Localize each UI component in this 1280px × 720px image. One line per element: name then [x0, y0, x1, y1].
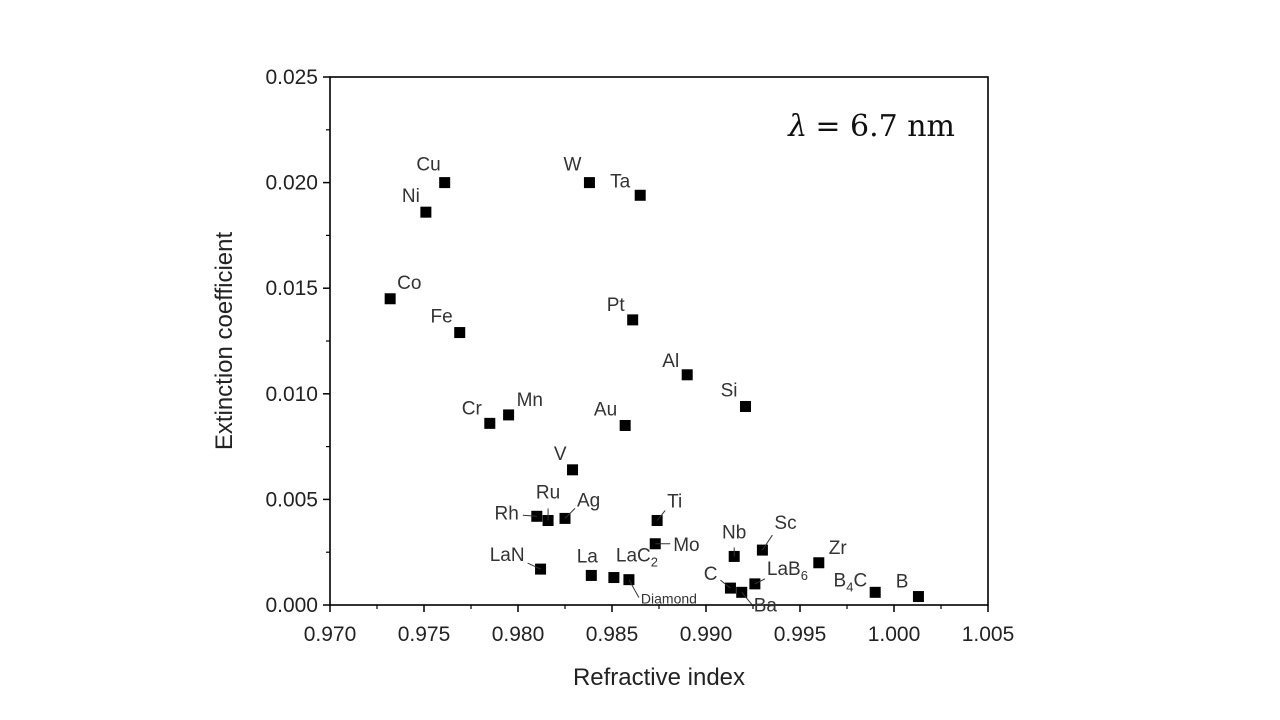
leader-line-sc [761, 534, 773, 551]
point-label-diamond: Diamond [641, 591, 697, 607]
point-label-v: V [554, 444, 567, 465]
x-tick-label: 0.980 [492, 623, 545, 646]
point-marker-pt [627, 314, 639, 326]
x-tick-label: 1.005 [962, 623, 1015, 646]
point-marker-b [912, 591, 924, 603]
point-marker-w [583, 177, 595, 189]
point-label-ti: Ti [667, 492, 682, 513]
point-label-ba: Ba [754, 595, 778, 616]
y-tick-label: 0.015 [265, 277, 318, 300]
point-marker-ni [420, 206, 432, 218]
point-label-lan: LaN [490, 545, 525, 566]
point-marker-v [567, 464, 579, 476]
point-marker-fe [454, 327, 466, 339]
y-tick-label: 0.000 [265, 594, 318, 617]
x-tick-label: 1.000 [868, 623, 921, 646]
x-tick-label: 0.985 [586, 623, 639, 646]
leader-line-rh [522, 514, 537, 517]
leader-line-lan [527, 562, 541, 570]
leader-line-c [720, 579, 731, 589]
x-tick-label: 0.970 [304, 623, 357, 646]
point-label-ag: Ag [577, 490, 600, 511]
point-label-rh: Rh [495, 503, 519, 524]
point-label-au: Au [594, 399, 617, 420]
point-label-ta: Ta [610, 171, 631, 192]
point-label-la: La [577, 546, 599, 567]
point-marker-la [585, 569, 597, 581]
y-axis-title: Extinction coefficient [211, 231, 238, 450]
point-label-c: C [704, 564, 718, 585]
point-label-al: Al [662, 351, 679, 372]
point-label-mo: Mo [673, 535, 699, 556]
x-axis-title: Refractive index [573, 664, 745, 691]
point-label-cr: Cr [462, 398, 483, 419]
point-marker-b4c [869, 586, 881, 598]
wavelength-value: = 6.7 nm [815, 109, 955, 144]
wavelength-annotation: λ = 6.7 nm [787, 109, 955, 144]
point-label-lab6: LaB6 [767, 559, 808, 583]
point-label-b4c: B4C [834, 570, 868, 594]
point-label-w: W [564, 155, 582, 176]
leader-line-ti [656, 510, 666, 521]
lambda-symbol: λ [787, 109, 807, 144]
x-tick-label: 0.990 [680, 623, 733, 646]
point-marker-ta [634, 189, 646, 201]
point-label-co: Co [397, 273, 421, 294]
y-tick-label: 0.020 [265, 172, 318, 195]
point-marker-au [619, 419, 631, 431]
point-label-sc: Sc [774, 513, 796, 534]
point-marker-mn [503, 409, 515, 421]
point-marker-cr [484, 417, 496, 429]
leader-line-lab6 [754, 578, 766, 585]
x-tick-label: 0.975 [398, 623, 451, 646]
point-label-cu: Cu [416, 155, 440, 176]
point-marker-zr [813, 557, 825, 569]
point-label-fe: Fe [431, 307, 453, 328]
y-tick-label: 0.025 [265, 66, 318, 89]
leader-line-ba [741, 592, 753, 605]
point-marker-co [384, 293, 396, 305]
point-marker-lac2 [608, 572, 620, 584]
point-marker-cu [439, 177, 451, 189]
y-axis: 0.000 0.005 0.010 0.015 0.020 0.025 [265, 66, 330, 617]
point-label-zr: Zr [829, 538, 848, 559]
x-axis: 0.970 0.975 0.980 0.985 0.990 0.995 1.000 1.005 [304, 605, 1015, 646]
point-label-si: Si [721, 380, 738, 401]
point-label-nb: Nb [722, 522, 746, 543]
y-tick-label: 0.010 [265, 383, 318, 406]
point-labels: Cu Ni W Ta Co Fe Pt Al Si Cr Mn Au V Rh Ru Ag Ti Mo Nb Sc Zr… [397, 155, 908, 617]
point-label-pt: Pt [607, 295, 626, 316]
point-marker-si [739, 400, 751, 412]
point-label-lac2: LaC2 [616, 546, 658, 570]
point-label-ni: Ni [402, 186, 420, 207]
point-label-mn: Mn [517, 390, 543, 411]
leader-line-ag [564, 508, 576, 519]
point-marker-al [681, 369, 693, 381]
leader-line-diamond [628, 579, 640, 598]
y-tick-label: 0.005 [265, 488, 318, 511]
x-tick-label: 0.995 [774, 623, 827, 646]
point-label-b: B [896, 572, 909, 593]
point-label-ru: Ru [536, 483, 560, 504]
